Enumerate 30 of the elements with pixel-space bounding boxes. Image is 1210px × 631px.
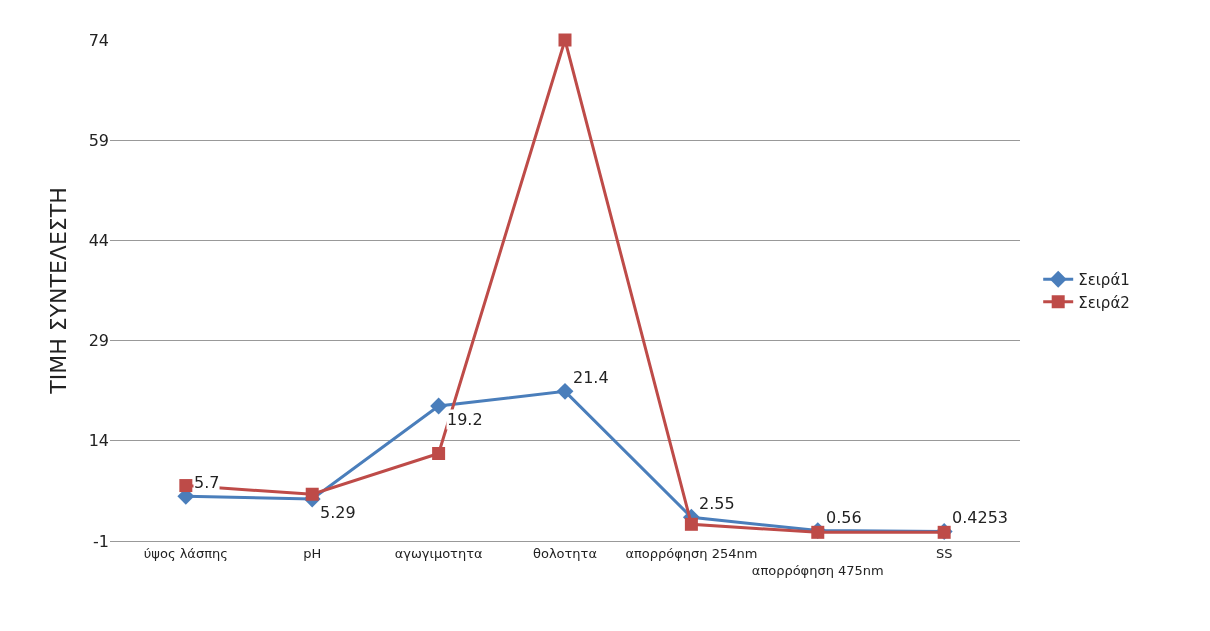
x-tick-label: SS	[935, 545, 953, 561]
point	[179, 479, 193, 493]
data-label: 2.55	[699, 494, 735, 513]
x-tick-label: pH	[303, 545, 322, 561]
y-tick-label: 44	[88, 231, 109, 250]
y-tick-label: 14	[88, 431, 109, 451]
x-tick-label: απορρόφηση 475nm	[751, 562, 884, 578]
point	[556, 382, 574, 400]
data-label: 0.56	[826, 508, 862, 527]
point	[430, 397, 448, 415]
x-tick-label: απορρόφηση 254nm	[625, 545, 758, 561]
legend-label: Σειρά2	[1078, 293, 1130, 312]
data-label: 5.7	[194, 473, 220, 492]
point	[558, 33, 572, 47]
x-tick-label: ύψος λάσπης	[143, 545, 228, 561]
x-tick-label: θολοτητα	[532, 545, 598, 561]
legend-label: Σειρά1	[1078, 271, 1130, 290]
point	[305, 487, 319, 501]
data-label: 21.4	[573, 368, 609, 387]
y-tick-label: 29	[88, 331, 109, 351]
data-label: 5.29	[320, 503, 356, 522]
data-label: 0.4253	[952, 508, 1008, 527]
data-label: 19.2	[447, 410, 483, 429]
x-tick-label: αγωγιμοτητα	[394, 545, 483, 561]
y-tick-label: -1	[93, 531, 109, 551]
y-tick-label: 59	[88, 130, 109, 150]
point	[684, 517, 698, 531]
y-axis-title: ΤΙΜΗ ΣΥΝΤΕΛΕΣΤΗ	[46, 187, 72, 395]
point	[432, 446, 446, 460]
y-tick-label: 74	[88, 30, 109, 50]
